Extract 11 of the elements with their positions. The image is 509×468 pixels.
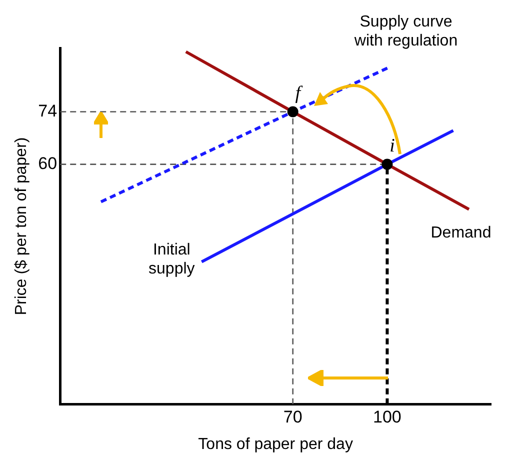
annotation: f <box>295 82 304 104</box>
x-axis-title: Tons of paper per day <box>198 436 353 453</box>
series-label: Demand <box>430 224 492 242</box>
y-tick-label: 60 <box>38 154 58 173</box>
annotation: i <box>390 135 395 156</box>
x-tick-label: 100 <box>373 407 402 426</box>
series-label: Initial supply <box>148 242 195 278</box>
annotation: Supply curve with regulation <box>353 13 458 50</box>
y-tick-label: 74 <box>38 101 58 120</box>
x-tick-label: 70 <box>283 407 302 426</box>
y-axis-title: Price ($ per ton of paper) <box>13 137 30 316</box>
